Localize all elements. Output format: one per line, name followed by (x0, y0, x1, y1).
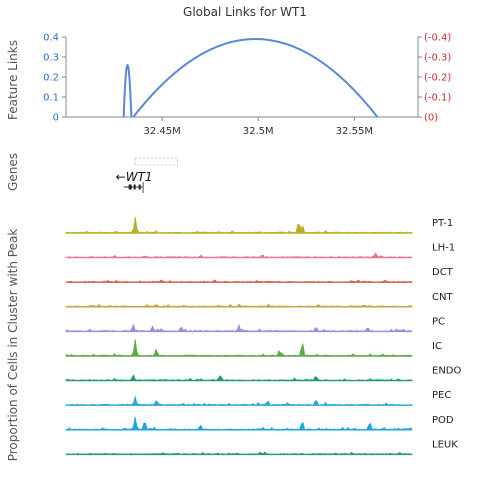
track-label: PEC (432, 390, 451, 401)
highlight-region-box (134, 157, 178, 166)
right-y-tick-label: (-0.1) (424, 93, 451, 104)
right-y-tick-label: (-0.4) (424, 33, 451, 44)
track-label: IC (432, 341, 442, 352)
gene-name-label: ←WT1 (116, 170, 153, 184)
genes-axis-label: Genes (6, 153, 20, 191)
track-signal-pt-1 (65, 216, 413, 234)
track-signal-ic (65, 339, 413, 357)
track-label: PC (432, 316, 445, 327)
track-signal-pc (65, 323, 413, 332)
left-y-tick-label: 0.3 (43, 53, 59, 64)
link-arc (132, 38, 379, 118)
left-y-tick-label: 0.1 (43, 93, 59, 104)
tracks-axis-label: Proportion of Cells in Cluster with Peak (6, 229, 20, 462)
left-y-tick-label: 0.4 (43, 33, 59, 44)
x-tick-label: 32.45M (143, 126, 180, 137)
track-signal-cnt (65, 303, 413, 308)
x-tick-label: 32.55M (336, 126, 373, 137)
right-y-tick-label: (0) (424, 113, 438, 124)
track-label: PT-1 (432, 218, 453, 229)
track-label: CNT (432, 292, 453, 303)
track-signal-pod (65, 416, 413, 431)
tracks-panel: PT-1 LH-1 DCT CNT PC IC ENDO PEC POD LEUK (65, 216, 461, 456)
track-label: LH-1 (432, 243, 455, 254)
link-arc (122, 64, 133, 118)
chart-title: Global Links for WT1 (183, 5, 307, 19)
right-y-tick-label: (-0.2) (424, 73, 451, 84)
left-y-tick-label: 0.2 (43, 73, 59, 84)
links-panel: 0 (0) 0.1 (-0.1) 0.2 (-0.2) 0.3 (-0.3) 0.4 (-0.4)… (43, 33, 451, 138)
left-y-tick-label: 0 (53, 113, 59, 124)
track-label: ENDO (432, 366, 461, 377)
gene-exon (138, 184, 141, 190)
right-y-tick-label: (-0.3) (424, 53, 451, 64)
track-label: DCT (432, 267, 454, 278)
feature-links-axis-label: Feature Links (6, 40, 20, 120)
track-label: LEUK (432, 439, 458, 450)
x-tick-label: 32.5M (243, 126, 274, 137)
track-signal-endo (65, 374, 413, 382)
track-signal-pec (65, 395, 413, 406)
gene-exon (133, 184, 136, 190)
gene-exon (128, 184, 132, 190)
track-label: POD (432, 415, 454, 426)
genes-panel: ←WT1 (116, 157, 178, 193)
